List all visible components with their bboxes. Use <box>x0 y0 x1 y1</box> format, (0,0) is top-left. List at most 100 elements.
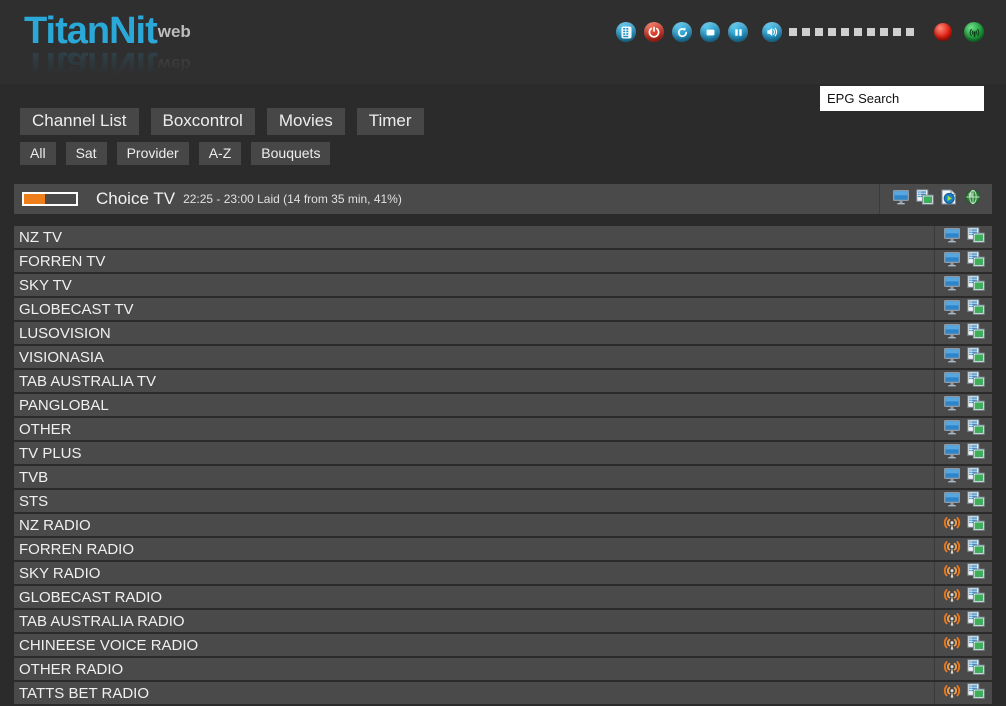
filter-provider[interactable]: Provider <box>116 142 189 165</box>
channel-row[interactable]: FORREN RADIO <box>14 538 992 560</box>
tv-screen-icon[interactable] <box>943 491 961 512</box>
filter-all[interactable]: All <box>20 142 56 165</box>
windows-stack-icon[interactable] <box>966 538 985 560</box>
windows-stack-icon[interactable] <box>966 514 985 536</box>
windows-stack-icon[interactable] <box>966 346 985 368</box>
record-indicator[interactable] <box>934 23 952 41</box>
channel-row[interactable]: TAB AUSTRALIA TV <box>14 370 992 392</box>
channel-row-label: SKY RADIO <box>19 564 101 582</box>
windows-stack-icon[interactable] <box>966 298 985 320</box>
channel-row[interactable]: TVB <box>14 466 992 488</box>
channel-row-actions <box>934 538 992 560</box>
radio-antenna-icon[interactable] <box>943 683 961 704</box>
tv-screen-icon[interactable] <box>943 443 961 464</box>
radio-antenna-icon[interactable] <box>943 635 961 656</box>
windows-stack-icon[interactable] <box>966 370 985 392</box>
channel-row[interactable]: STS <box>14 490 992 512</box>
windows-stack-icon[interactable] <box>966 250 985 272</box>
windows-stack-icon[interactable] <box>966 634 985 656</box>
tab-boxcontrol[interactable]: Boxcontrol <box>150 108 255 135</box>
tab-movies[interactable]: Movies <box>266 108 345 135</box>
channel-row[interactable]: TATTS BET RADIO <box>14 682 992 704</box>
filter-sat[interactable]: Sat <box>65 142 107 165</box>
tv-screen-icon[interactable] <box>892 189 910 210</box>
volume-segment[interactable] <box>867 28 875 36</box>
radio-antenna-icon[interactable] <box>943 587 961 608</box>
channel-row[interactable]: NZ TV <box>14 226 992 248</box>
channel-row[interactable]: SKY TV <box>14 274 992 296</box>
tab-timer[interactable]: Timer <box>356 108 424 135</box>
windows-stack-icon[interactable] <box>966 322 985 344</box>
channel-row[interactable]: SKY RADIO <box>14 562 992 584</box>
volume-segment[interactable] <box>841 28 849 36</box>
speaker-icon[interactable] <box>762 22 782 42</box>
volume-segment[interactable] <box>906 28 914 36</box>
tv-screen-icon[interactable] <box>943 371 961 392</box>
volume-segment[interactable] <box>789 28 797 36</box>
tv-screen-icon[interactable] <box>943 419 961 440</box>
windows-stack-icon[interactable] <box>966 562 985 584</box>
windows-stack-icon[interactable] <box>966 394 985 416</box>
radio-antenna-icon[interactable] <box>943 539 961 560</box>
tv-screen-icon[interactable] <box>943 275 961 296</box>
reload-icon[interactable] <box>672 22 692 42</box>
channel-row[interactable]: CHINEESE VOICE RADIO <box>14 634 992 656</box>
windows-stack-icon[interactable] <box>966 466 985 488</box>
tv-screen-icon[interactable] <box>943 323 961 344</box>
tv-screen-icon[interactable] <box>943 395 961 416</box>
channel-row[interactable]: GLOBECAST TV <box>14 298 992 320</box>
channel-row-label: FORREN RADIO <box>19 540 135 558</box>
windows-stack-icon[interactable] <box>966 274 985 296</box>
windows-stack-icon[interactable] <box>966 610 985 632</box>
volume-segment[interactable] <box>854 28 862 36</box>
radio-antenna-icon[interactable] <box>943 563 961 584</box>
volume-segment[interactable] <box>893 28 901 36</box>
filter-a-z[interactable]: A-Z <box>198 142 242 165</box>
radio-antenna-icon[interactable] <box>943 611 961 632</box>
windows-stack-icon[interactable] <box>966 490 985 512</box>
radio-antenna-icon[interactable] <box>943 659 961 680</box>
tab-channel-list[interactable]: Channel List <box>20 108 139 135</box>
media-page-icon[interactable] <box>940 189 958 210</box>
volume-segment[interactable] <box>815 28 823 36</box>
remote-control-icon[interactable] <box>616 22 636 42</box>
channel-row[interactable]: NZ RADIO <box>14 514 992 536</box>
filter-bouquets[interactable]: Bouquets <box>251 142 331 165</box>
windows-stack-icon[interactable] <box>966 418 985 440</box>
tv-screen-icon[interactable] <box>943 347 961 368</box>
volume-segment[interactable] <box>828 28 836 36</box>
channel-row[interactable]: VISIONASIA <box>14 346 992 368</box>
channel-row[interactable]: TAB AUSTRALIA RADIO <box>14 610 992 632</box>
windows-stack-icon[interactable] <box>966 586 985 608</box>
channel-row[interactable]: OTHER RADIO <box>14 658 992 680</box>
windows-stack-icon[interactable] <box>966 226 985 248</box>
channel-row[interactable]: OTHER <box>14 418 992 440</box>
power-icon[interactable] <box>644 22 664 42</box>
stop-icon[interactable] <box>700 22 720 42</box>
windows-stack-icon[interactable] <box>966 682 985 704</box>
globe-icon[interactable] <box>964 189 982 210</box>
tv-screen-icon[interactable] <box>943 227 961 248</box>
channel-row[interactable]: PANGLOBAL <box>14 394 992 416</box>
channel-row[interactable]: GLOBECAST RADIO <box>14 586 992 608</box>
epg-search-input[interactable] <box>820 86 984 111</box>
volume-segment[interactable] <box>802 28 810 36</box>
app-logo[interactable]: TitanNitweb <box>24 12 191 50</box>
channel-row[interactable]: TV PLUS <box>14 442 992 464</box>
channel-row-label: SKY TV <box>19 276 72 294</box>
windows-stack-icon[interactable] <box>966 442 985 464</box>
pause-icon[interactable] <box>728 22 748 42</box>
signal-indicator[interactable] <box>964 22 984 42</box>
tv-screen-icon[interactable] <box>943 467 961 488</box>
volume-control[interactable] <box>762 22 914 42</box>
tv-screen-icon[interactable] <box>943 299 961 320</box>
windows-stack-icon[interactable] <box>916 188 934 210</box>
radio-antenna-icon[interactable] <box>943 515 961 536</box>
tv-screen-icon[interactable] <box>943 251 961 272</box>
volume-segment[interactable] <box>880 28 888 36</box>
channel-row[interactable]: LUSOVISION <box>14 322 992 344</box>
channel-row[interactable]: FORREN TV <box>14 250 992 272</box>
windows-stack-icon[interactable] <box>966 658 985 680</box>
app-header: TitanNitweb TitanNitweb <box>0 0 1006 86</box>
